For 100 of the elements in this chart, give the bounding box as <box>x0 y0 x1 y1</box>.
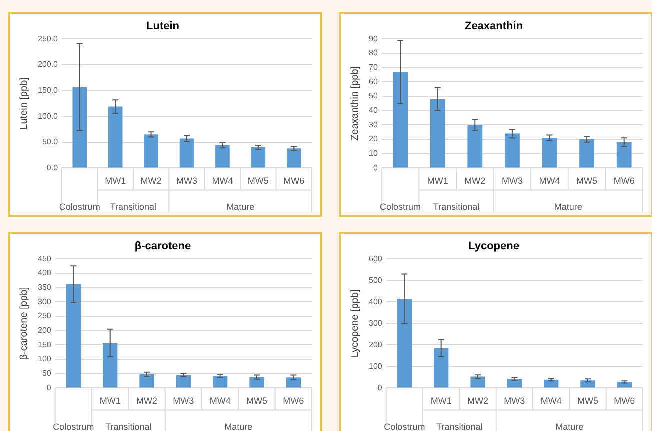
x-tick-label: MW3 <box>502 176 523 186</box>
y-tick-label: 100 <box>38 354 52 364</box>
x-tick-label: MW1 <box>430 396 452 406</box>
bar <box>180 138 194 168</box>
x-tick-label: MW6 <box>614 396 636 406</box>
bar <box>470 376 486 388</box>
bar <box>108 106 123 168</box>
y-tick-label: 300 <box>368 318 383 328</box>
bar <box>542 138 558 168</box>
y-axis-title: Lycopene [ppb] <box>350 289 361 358</box>
x-tick-label: MW3 <box>173 396 194 406</box>
y-tick-label: 90 <box>368 34 378 44</box>
bar <box>250 377 264 388</box>
x-tick-label: MW4 <box>210 396 231 406</box>
y-tick-label: 100 <box>368 362 383 371</box>
y-tick-label: 70 <box>368 63 378 72</box>
bar <box>434 348 449 388</box>
bar <box>504 134 520 168</box>
bar <box>580 380 596 388</box>
chart-title: β-carotene <box>134 240 192 253</box>
bar <box>216 145 230 168</box>
text: Mature <box>554 202 582 212</box>
x-tick-label: MW2 <box>140 176 162 186</box>
bar <box>213 376 228 388</box>
y-tick-label: 400 <box>368 297 383 306</box>
bar <box>397 298 412 388</box>
y-tick-label: 100.0 <box>38 112 59 121</box>
x-tick-label: MW5 <box>248 176 269 186</box>
y-tick-label: 150 <box>38 340 52 350</box>
text: Mature <box>224 422 253 431</box>
x-tick-label: MW6 <box>283 396 304 406</box>
text: Transitional <box>433 202 480 212</box>
y-axis-title: β-carotene [ppb] <box>18 286 30 360</box>
x-tick-label: MW1 <box>427 176 448 186</box>
text: Mature <box>226 202 255 212</box>
bar <box>72 87 88 168</box>
bar <box>617 382 632 388</box>
y-tick-label: 30 <box>368 120 378 130</box>
x-tick-label: MW1 <box>105 176 126 186</box>
y-tick-label: 10 <box>368 149 378 158</box>
x-tick-label: MW1 <box>100 396 121 406</box>
y-tick-label: 600 <box>368 254 383 264</box>
y-axis-title: Zeaxanthin [ppb] <box>350 66 361 141</box>
y-tick-label: 20 <box>368 134 378 144</box>
y-tick-label: 50 <box>42 369 52 378</box>
text: Transitional <box>106 422 152 431</box>
y-tick-label: 450 <box>38 254 52 264</box>
y-tick-label: 350 <box>38 283 52 292</box>
bar <box>286 378 301 388</box>
y-tick-label: 0.0 <box>46 163 59 172</box>
chart-title: Zeaxanthin <box>464 20 524 33</box>
x-tick-label: MW4 <box>540 396 562 406</box>
text: Colostrum <box>384 422 426 431</box>
y-tick-label: 250.0 <box>38 34 59 44</box>
x-tick-label: MW6 <box>284 176 305 186</box>
x-tick-label: MW2 <box>136 396 158 406</box>
x-tick-label: MW3 <box>504 396 526 406</box>
y-tick-label: 500 <box>368 276 383 285</box>
y-tick-label: 60 <box>368 77 378 86</box>
x-tick-label: MW2 <box>468 396 489 406</box>
y-tick-label: 80 <box>368 48 378 58</box>
x-tick-label: MW4 <box>212 176 234 186</box>
y-tick-label: 50 <box>368 92 378 101</box>
bar <box>580 140 595 168</box>
y-tick-label: 50.0 <box>42 138 59 147</box>
bar <box>66 284 82 388</box>
x-tick-label: MW5 <box>578 396 599 406</box>
bar <box>616 142 632 168</box>
bar <box>468 125 483 168</box>
y-tick-label: 0 <box>46 383 52 392</box>
x-tick-label: MW6 <box>614 176 635 186</box>
y-tick-label: 0 <box>373 163 378 172</box>
bar <box>507 379 522 388</box>
bar <box>140 374 154 388</box>
y-tick-label: 0 <box>378 383 383 392</box>
x-tick-label: MW3 <box>176 176 198 186</box>
text: Transitional <box>110 202 157 212</box>
bar <box>251 148 266 168</box>
text: Transitional <box>436 422 483 431</box>
bar <box>430 99 446 168</box>
chart-title: Lycopene <box>468 240 520 253</box>
bar <box>144 134 158 168</box>
text: Colostrum <box>380 202 422 212</box>
x-tick-label: MW2 <box>464 176 486 186</box>
x-tick-label: MW5 <box>246 396 268 406</box>
bar <box>393 72 408 168</box>
y-tick-label: 200 <box>368 340 383 350</box>
y-tick-label: 200.0 <box>38 60 59 70</box>
y-tick-label: 150.0 <box>38 86 59 96</box>
chart-title: Lutein <box>146 20 180 33</box>
y-axis-title: Lutein [ppb] <box>18 77 30 130</box>
y-tick-label: 250 <box>38 312 52 321</box>
text: Colostrum <box>59 202 100 212</box>
text: Colostrum <box>53 422 94 431</box>
bar <box>176 375 192 388</box>
y-tick-label: 40 <box>368 106 378 116</box>
bar <box>287 148 302 168</box>
x-tick-label: MW4 <box>539 176 560 186</box>
y-tick-label: 300 <box>38 297 52 306</box>
y-tick-label: 400 <box>38 268 52 278</box>
